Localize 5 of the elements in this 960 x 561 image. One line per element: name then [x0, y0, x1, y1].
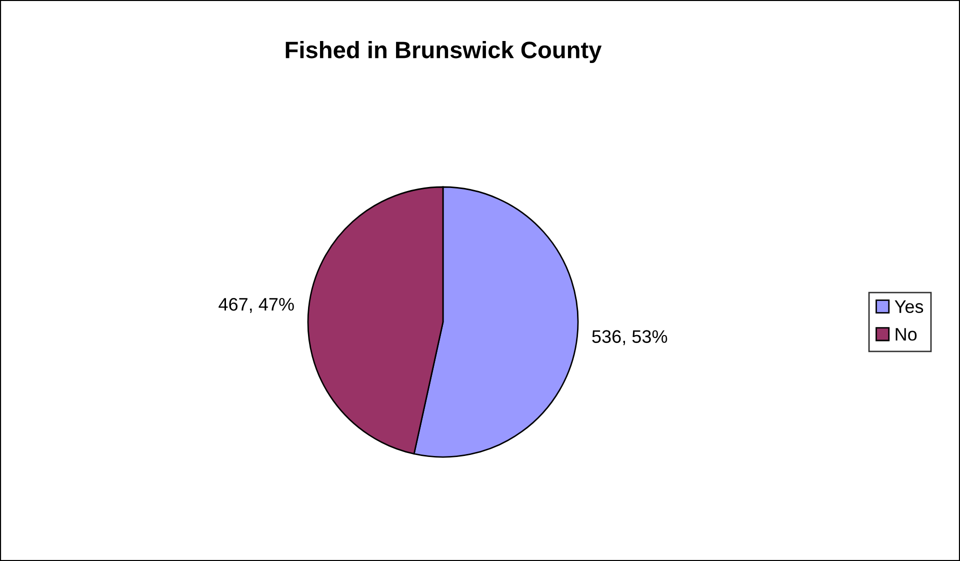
- data-label: 536, 53%: [592, 330, 668, 346]
- data-label: 467, 47%: [218, 298, 294, 313]
- chart-title: Fished in Brunswick County: [286, 40, 602, 64]
- legend-label: Yes: [894, 300, 924, 314]
- legend-label: No: [896, 328, 917, 341]
